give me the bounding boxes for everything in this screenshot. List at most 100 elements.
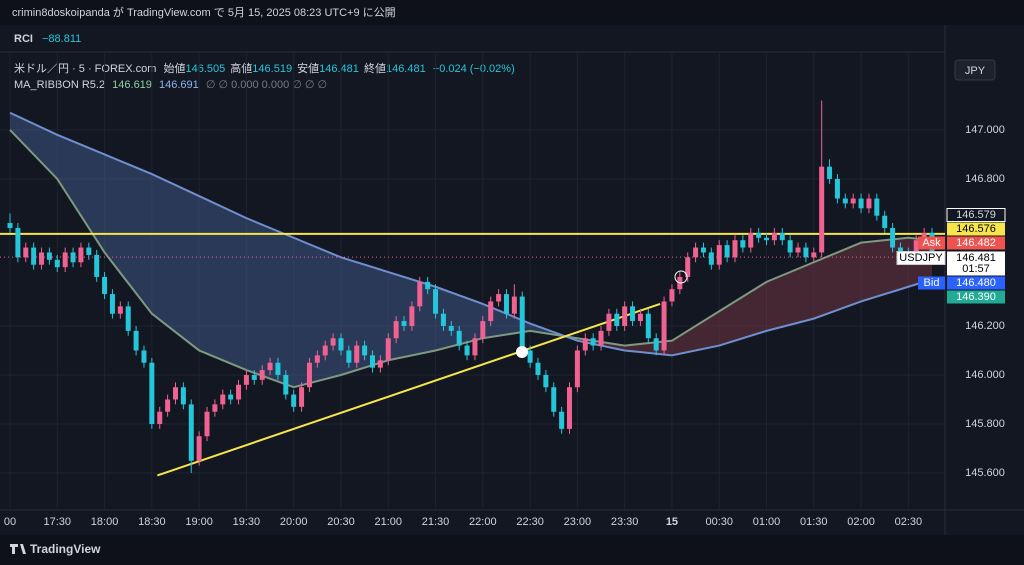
candle-body: [543, 374, 549, 388]
x-tick-label: 15: [666, 516, 678, 528]
candle-body: [527, 350, 533, 363]
candle-body: [827, 166, 833, 179]
candle-body: [661, 301, 667, 351]
y-tick-label: 145.600: [965, 467, 1005, 479]
candle-body: [472, 338, 478, 356]
price-tag: [946, 208, 1006, 222]
x-tick-label: 00:30: [705, 516, 733, 528]
high-label: 高値: [230, 61, 252, 75]
brand: TradingView: [30, 542, 101, 556]
logo: [10, 544, 26, 554]
candle-body: [39, 252, 45, 265]
y-tick-label: 147.000: [965, 124, 1005, 136]
symbol: 米ドル／円 · 5 · FOREX.com 始値146.505 高値146.51…: [14, 61, 515, 75]
x-tick-label: 00: [4, 516, 16, 528]
x-tick-label: 21:00: [374, 516, 402, 528]
price-tag-name: Ask: [922, 237, 941, 249]
marker: [674, 270, 688, 284]
candle-body: [433, 289, 439, 314]
low: 146.481: [319, 63, 359, 75]
candle-body: [125, 306, 131, 331]
candle-body: [346, 350, 352, 363]
x-tick-label: 22:30: [516, 516, 544, 528]
candle-body: [330, 338, 336, 346]
candle-body: [913, 240, 919, 258]
candle-body: [756, 232, 762, 238]
candle-body: [393, 321, 399, 339]
close: 146.481: [386, 63, 426, 75]
ribbon-fill: [246, 218, 294, 388]
price-tag-name-box: [896, 251, 946, 265]
ribbon-name: MA_RIBBON R5.2: [14, 79, 105, 91]
candle-body: [842, 198, 848, 204]
candle-body: [653, 338, 659, 351]
candle-body: [212, 404, 218, 412]
price-tag-label: 146.579: [956, 209, 996, 221]
candle-body: [787, 240, 793, 253]
candle-body: [267, 362, 273, 371]
x-tick-label: 23:30: [611, 516, 639, 528]
ribbon-fill: [340, 257, 389, 375]
candle-body: [890, 227, 896, 248]
candle-body: [172, 387, 178, 400]
candle-body: [630, 306, 636, 322]
ribbon-fill: [719, 281, 767, 346]
candle-body: [669, 289, 675, 302]
currency[interactable]: JPY: [965, 65, 986, 77]
candle-body: [109, 294, 115, 314]
candle-body: [448, 325, 454, 331]
candle-body: [748, 232, 754, 248]
symbol-name: 米ドル／円 · 5 · FOREX.com: [14, 62, 156, 75]
candle-body: [149, 362, 155, 424]
candle-body: [834, 178, 840, 199]
ribbon-fill: [482, 303, 531, 339]
candle-body: [322, 345, 328, 356]
candle-body: [614, 313, 620, 326]
candle-body: [78, 247, 84, 263]
candle-body: [724, 245, 730, 258]
candle-body: [551, 387, 557, 412]
x-tick-label: 17:30: [44, 516, 72, 528]
candle-body: [275, 362, 281, 375]
candle-body: [693, 247, 699, 258]
price-tag-timer: 01:57: [962, 263, 990, 275]
x-tick-label: 18:30: [138, 516, 166, 528]
currency-button[interactable]: [954, 59, 996, 81]
ribbon-v1: 146.619: [112, 79, 152, 91]
candle-body: [23, 247, 29, 258]
candle-body: [86, 247, 92, 255]
candle-body: [243, 374, 249, 385]
candle-body: [488, 301, 494, 322]
price-tag: [947, 276, 1005, 290]
price-tag-name: Bid: [924, 277, 940, 289]
candle-body: [338, 338, 344, 351]
candle-body: [306, 362, 312, 388]
open: 146.505: [185, 63, 225, 75]
candle-body: [196, 436, 202, 461]
candle-body: [464, 345, 470, 356]
candle-body: [779, 232, 785, 241]
candle-body: [882, 215, 888, 228]
candle-body: [354, 345, 360, 363]
x-tick-label: 22:00: [469, 516, 497, 528]
trend-line: [157, 302, 661, 477]
price-tag-name-box: [918, 236, 945, 250]
candle-body: [362, 345, 368, 356]
ribbon-rest: ∅ ∅ 0.000 0.000 ∅ ∅ ∅: [206, 79, 327, 91]
candle-body: [314, 355, 320, 363]
candle-body: [685, 257, 691, 277]
candle-body: [283, 374, 289, 395]
price-tag-label: 146.481: [956, 252, 996, 264]
candle-body: [228, 394, 234, 400]
candle-body: [582, 338, 588, 351]
candle-body: [535, 362, 541, 375]
ribbon-legend: MA_RIBBON R5.2 146.619 146.691 ∅ ∅ 0.000…: [14, 79, 327, 91]
y-tick-label: 146.800: [965, 173, 1005, 185]
price-tag-name-box: [918, 276, 945, 290]
candle-body: [511, 296, 517, 314]
x-tick-label: 02:00: [847, 516, 875, 528]
candle-body: [866, 198, 872, 209]
candle-body: [622, 306, 628, 326]
candle-body: [62, 252, 68, 268]
marker: [516, 346, 528, 358]
